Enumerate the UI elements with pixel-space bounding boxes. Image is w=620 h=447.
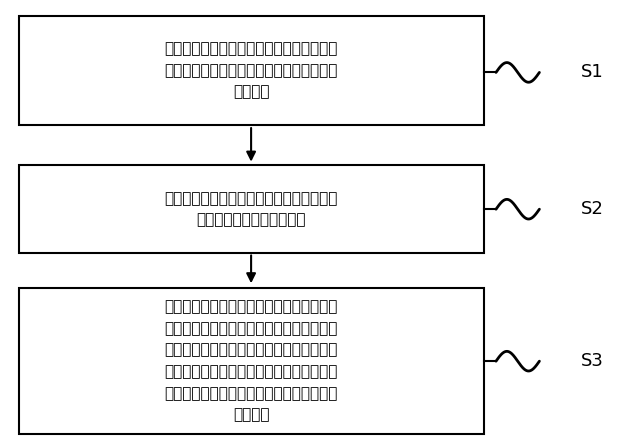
FancyBboxPatch shape — [19, 16, 484, 125]
Text: S2: S2 — [581, 200, 603, 218]
FancyBboxPatch shape — [19, 165, 484, 253]
Text: S3: S3 — [581, 352, 603, 370]
Text: 对集成电路版图进行网格剖分，采用电磁场
数值计算方法，计算每层版图中网格单元的
电流密度: 对集成电路版图进行网格剖分，采用电磁场 数值计算方法，计算每层版图中网格单元的 … — [164, 41, 338, 100]
Text: 基于每层版图中网格单元的电流密度，标识
出电流密度超标的网格单元: 基于每层版图中网格单元的电流密度，标识 出电流密度超标的网格单元 — [164, 191, 338, 227]
Text: S1: S1 — [581, 63, 603, 81]
FancyBboxPatch shape — [19, 288, 484, 434]
Text: 基于标识的电流密度超标的网格单元，采用
邻居搜索方法标识出连通的网格单元，形成
连通的网格单元区域，同时针对每个连通的
网格单元区域，设置没有邻居网格单元的网
: 基于标识的电流密度超标的网格单元，采用 邻居搜索方法标识出连通的网格单元，形成 … — [164, 299, 338, 422]
